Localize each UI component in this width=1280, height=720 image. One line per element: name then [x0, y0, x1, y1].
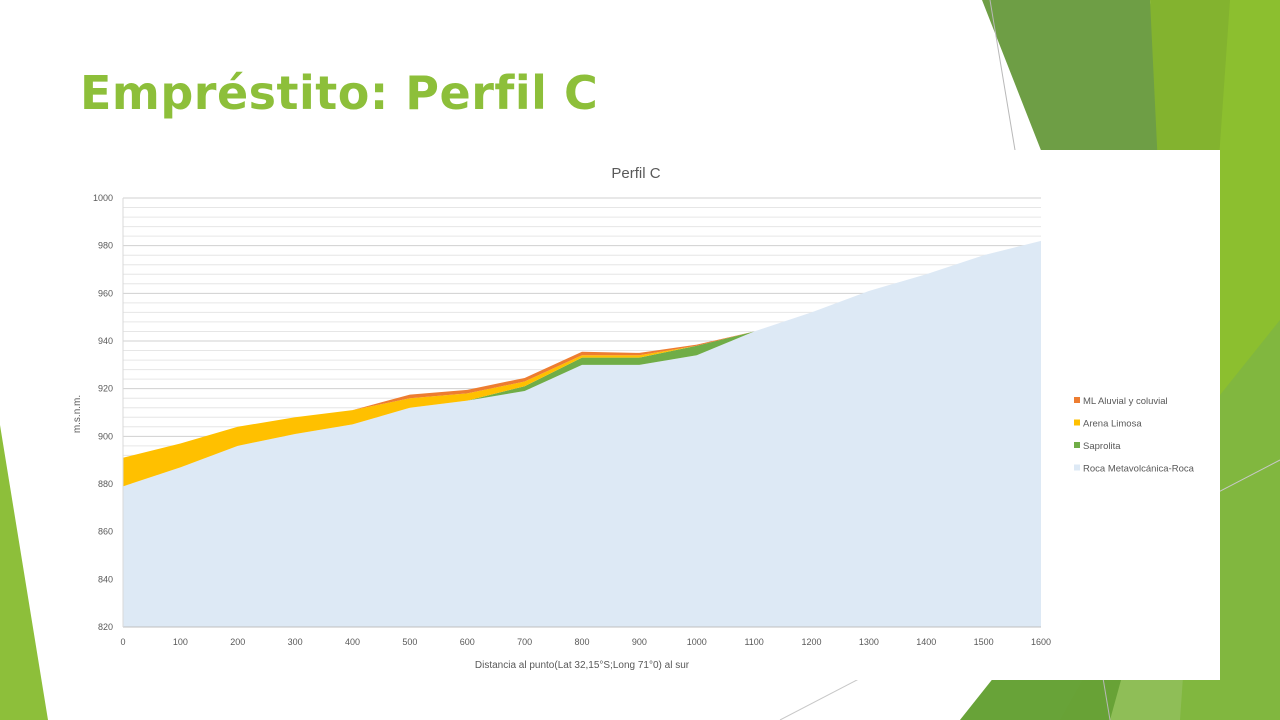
- x-tick-label: 1300: [859, 637, 879, 647]
- legend-label: Roca Metavolcánica-Roca: [1083, 464, 1195, 475]
- y-tick-label: 840: [98, 574, 113, 584]
- x-tick-label: 700: [517, 637, 532, 647]
- x-axis-label: Distancia al punto(Lat 32,15°S;Long 71°0…: [475, 660, 690, 671]
- x-tick-label: 400: [345, 637, 360, 647]
- legend-swatch: [1074, 397, 1080, 403]
- x-tick-label: 100: [173, 637, 188, 647]
- x-tick-label: 1400: [916, 637, 936, 647]
- x-tick-label: 1100: [744, 637, 763, 647]
- area-series-roca-metavolc-nica-roca: [123, 240, 1041, 627]
- y-axis-label: m.s.n.m.: [72, 395, 83, 433]
- x-tick-label: 600: [460, 637, 475, 647]
- legend-label: Saprolita: [1083, 441, 1121, 452]
- y-tick-label: 960: [98, 288, 113, 298]
- y-tick-label: 1000: [93, 193, 113, 203]
- axes: 820 840 860 880 900 920 940 960 980 1000 0 100 200 30…: [93, 193, 1051, 647]
- deco-left-green-shape: [0, 425, 48, 720]
- y-tick-label: 900: [98, 431, 113, 441]
- area-series: [123, 240, 1041, 627]
- area-series-saprolita: [123, 240, 1041, 487]
- x-tick-label: 1600: [1031, 637, 1051, 647]
- x-tick-label: 0: [120, 637, 125, 647]
- legend: ML Aluvial y coluvial Arena Limosa Saproli…: [1074, 396, 1195, 475]
- x-tick-label: 200: [230, 637, 245, 647]
- y-tick-label: 980: [98, 241, 113, 251]
- y-tick-label: 860: [98, 527, 113, 537]
- legend-swatch: [1074, 442, 1080, 448]
- y-tick-label: 820: [98, 622, 113, 632]
- y-tick-label: 880: [98, 479, 113, 489]
- legend-label: Arena Limosa: [1083, 419, 1142, 430]
- y-tick-label: 940: [98, 336, 113, 346]
- x-tick-label: 500: [402, 637, 417, 647]
- x-tick-label: 800: [574, 637, 589, 647]
- legend-swatch: [1074, 464, 1080, 471]
- chart-title: Perfil C: [611, 165, 660, 182]
- x-tick-label: 1000: [687, 637, 707, 647]
- legend-label: ML Aluvial y coluvial: [1083, 396, 1168, 407]
- y-tick-label: 920: [98, 384, 113, 394]
- x-tick-label: 900: [632, 637, 647, 647]
- x-tick-label: 300: [288, 637, 303, 647]
- x-tick-label: 1200: [801, 637, 821, 647]
- legend-swatch: [1074, 419, 1080, 426]
- x-tick-label: 1500: [974, 637, 994, 647]
- slide-title: Empréstito: Perfil C: [80, 66, 599, 120]
